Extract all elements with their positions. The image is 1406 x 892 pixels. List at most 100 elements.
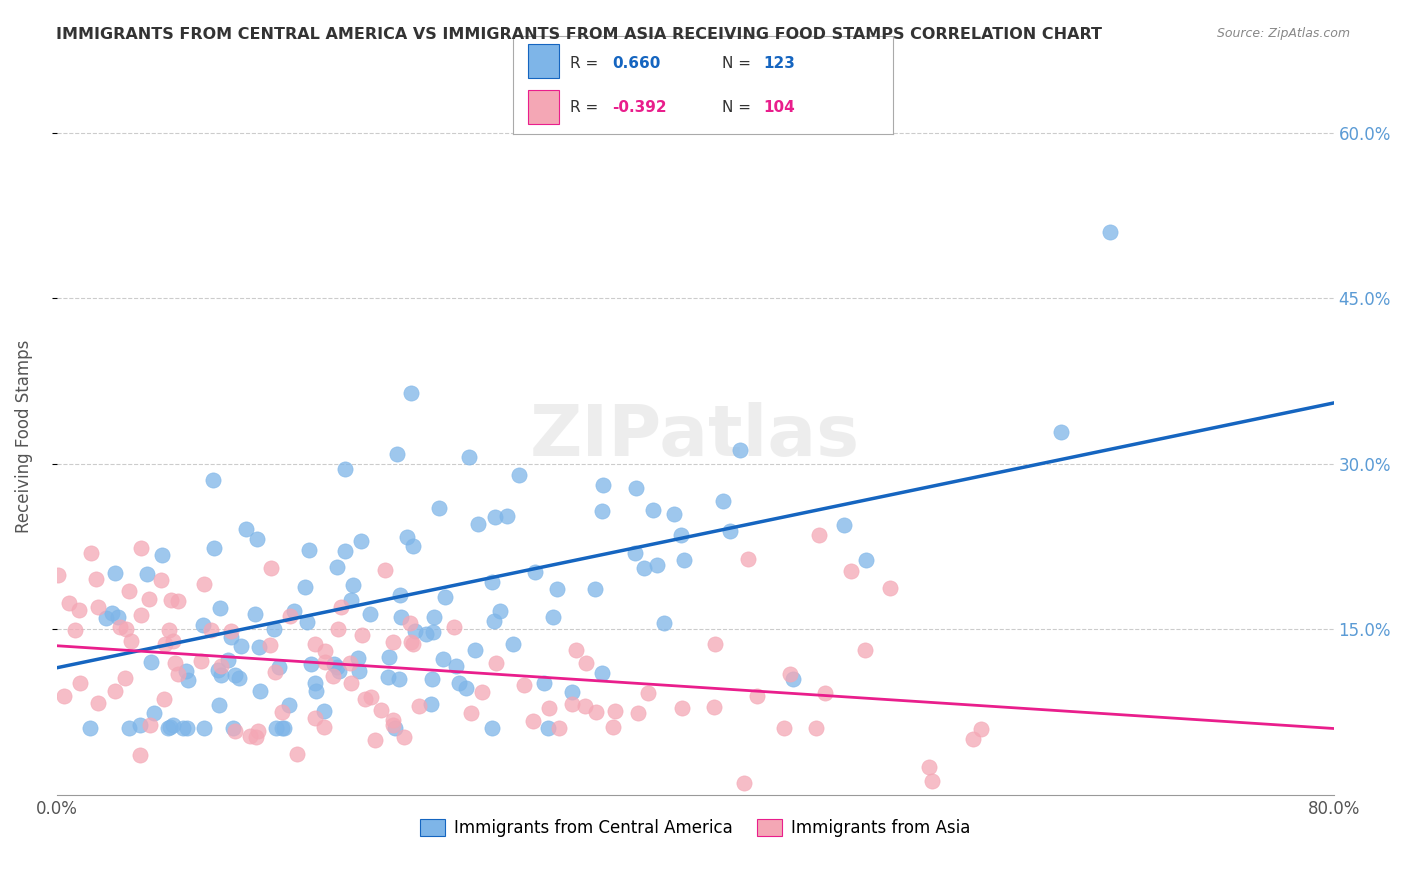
Point xyxy=(118,722,141,736)
Point xyxy=(94,611,117,625)
Point xyxy=(278,609,301,624)
Point xyxy=(259,638,281,652)
Point xyxy=(807,527,830,541)
Point xyxy=(129,747,152,762)
Point xyxy=(782,672,804,686)
Point xyxy=(156,722,179,736)
Point xyxy=(326,622,349,636)
Point xyxy=(384,722,406,736)
Point xyxy=(433,590,456,604)
Text: ZIPatlas: ZIPatlas xyxy=(530,401,860,471)
Point xyxy=(217,653,239,667)
Point xyxy=(359,607,381,621)
Point xyxy=(339,675,361,690)
Text: 123: 123 xyxy=(763,55,796,70)
Point xyxy=(389,610,412,624)
Point xyxy=(298,542,321,557)
Point xyxy=(295,615,318,629)
Point xyxy=(108,620,131,634)
Point xyxy=(162,718,184,732)
Point xyxy=(1050,425,1073,440)
Point xyxy=(221,630,243,644)
Point xyxy=(138,591,160,606)
Point xyxy=(404,624,426,639)
Text: N =: N = xyxy=(723,55,756,70)
Point xyxy=(209,659,232,673)
Point xyxy=(228,671,250,685)
Point xyxy=(399,615,422,630)
Point xyxy=(330,599,353,614)
Point xyxy=(502,637,524,651)
Text: R =: R = xyxy=(571,100,603,115)
Point xyxy=(314,720,336,734)
Point xyxy=(457,450,479,464)
Point xyxy=(633,560,655,574)
Point xyxy=(354,692,377,706)
Legend: Immigrants from Central America, Immigrants from Asia: Immigrants from Central America, Immigra… xyxy=(413,813,977,844)
Point xyxy=(139,718,162,732)
Point xyxy=(481,574,503,589)
Point xyxy=(591,666,613,681)
Point xyxy=(488,604,510,618)
Point xyxy=(454,681,477,695)
Point xyxy=(314,655,336,669)
Point xyxy=(115,622,138,636)
Point xyxy=(879,581,901,595)
Point xyxy=(730,442,752,457)
Point xyxy=(259,561,281,575)
Point xyxy=(395,530,418,544)
Point xyxy=(299,657,322,671)
Point xyxy=(385,447,408,461)
Point xyxy=(662,507,685,521)
Point xyxy=(389,588,412,602)
Point xyxy=(224,723,246,738)
Point xyxy=(804,721,827,735)
Point xyxy=(546,582,568,596)
Point xyxy=(402,637,425,651)
Point xyxy=(201,473,224,487)
Point xyxy=(347,651,370,665)
Point xyxy=(471,685,494,699)
Point xyxy=(285,747,308,761)
Point xyxy=(339,592,361,607)
Point xyxy=(142,706,165,720)
Point xyxy=(672,552,695,566)
Point xyxy=(209,601,232,615)
Point xyxy=(149,573,172,587)
Point xyxy=(537,701,560,715)
Point xyxy=(624,482,647,496)
Point xyxy=(718,524,741,538)
Point xyxy=(177,673,200,687)
Point xyxy=(283,604,305,618)
Point xyxy=(377,670,399,684)
Point xyxy=(58,596,80,610)
Point xyxy=(153,637,176,651)
Point xyxy=(326,560,349,574)
Point xyxy=(591,504,613,518)
Point xyxy=(271,722,294,736)
Point xyxy=(444,659,467,673)
Point xyxy=(222,722,245,736)
Point xyxy=(449,676,471,690)
Point xyxy=(247,640,270,655)
Point xyxy=(533,676,555,690)
Point xyxy=(209,668,232,682)
Point xyxy=(855,642,877,657)
Point xyxy=(246,533,269,547)
Point xyxy=(733,776,755,790)
Point xyxy=(159,720,181,734)
Point xyxy=(150,548,173,562)
Point xyxy=(167,666,190,681)
Point xyxy=(270,705,292,719)
Point xyxy=(508,468,530,483)
Point xyxy=(87,600,110,615)
Point xyxy=(575,657,598,671)
Point xyxy=(512,678,534,692)
Point xyxy=(350,533,373,548)
Point xyxy=(314,704,336,718)
Point xyxy=(522,714,544,729)
Point xyxy=(322,669,344,683)
Text: -0.392: -0.392 xyxy=(612,100,666,115)
Point xyxy=(167,594,190,608)
Point xyxy=(208,698,231,712)
